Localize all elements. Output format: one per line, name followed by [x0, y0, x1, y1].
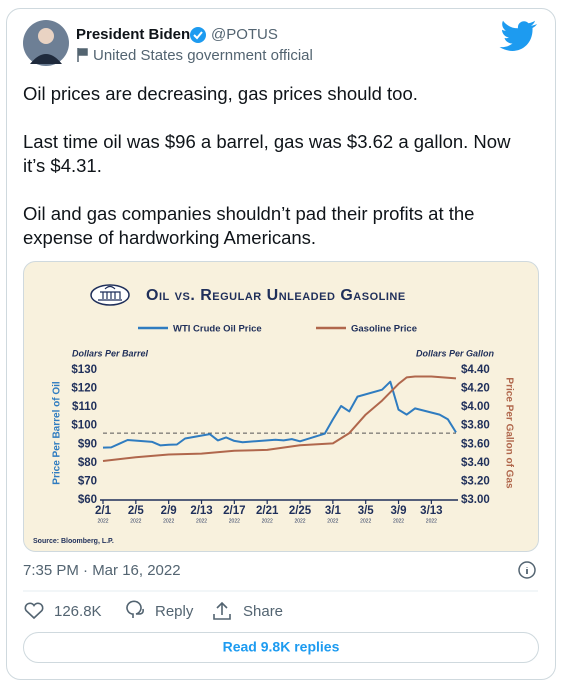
x-tick-year: 2022 [262, 518, 273, 524]
tweet-line: expense of hardworking Americans. [23, 227, 316, 248]
y-axis-title: Price Per Barrel of Oil [52, 381, 63, 485]
y-tick-label: $100 [71, 420, 97, 432]
x-tick-label: 2/1 [95, 505, 112, 517]
y-units: Dollars Per Barrel [72, 348, 149, 358]
y2-tick-label: $3.40 [461, 457, 490, 469]
y-tick-label: $130 [71, 364, 97, 376]
timestamp[interactable]: 7:35 PM · Mar 16, 2022 [23, 562, 181, 579]
y2-tick-label: $4.20 [461, 383, 490, 395]
chart-source: Source: Bloomberg, L.P. [33, 538, 114, 545]
y2-tick-label: $3.20 [461, 475, 490, 487]
y-tick-label: $110 [72, 401, 97, 413]
x-tick-year: 2022 [360, 518, 371, 524]
y2-units: Dollars Per Gallon [416, 348, 495, 358]
x-tick-label: 3/1 [325, 505, 342, 517]
twitter-logo[interactable] [499, 20, 538, 51]
x-tick-label: 3/5 [358, 505, 375, 517]
x-tick-label: 2/25 [289, 505, 312, 517]
x-tick-year: 2022 [229, 518, 240, 524]
tweet-line: it’s $4.31. [23, 155, 102, 176]
chart-title: Oil vs. Regular Unleaded Gasoline [146, 287, 406, 304]
x-tick-year: 2022 [196, 518, 207, 524]
x-tick-year: 2022 [327, 518, 338, 524]
like-count[interactable]: 126.8K [54, 603, 102, 620]
account-label: United States government official [93, 47, 313, 64]
whitehouse-icon [90, 284, 130, 306]
tweet-text: Oil prices are decreasing, gas prices sh… [23, 83, 511, 248]
info-icon[interactable] [518, 561, 536, 579]
series-line [102, 375, 457, 462]
y2-tick-label: $4.40 [461, 364, 490, 376]
x-tick-year: 2022 [393, 518, 404, 524]
x-tick-label: 3/13 [420, 505, 442, 517]
tweet-line: Oil prices are decreasing, gas prices sh… [23, 83, 418, 104]
tweet-line: Oil and gas companies shouldn’t pad thei… [23, 203, 474, 224]
x-tick-label: 2/17 [223, 505, 245, 517]
x-tick-label: 2/5 [128, 505, 145, 517]
x-tick-label: 2/13 [190, 505, 212, 517]
y2-tick-label: $3.60 [461, 438, 490, 450]
author-handle[interactable]: @POTUS [211, 26, 278, 43]
x-tick-year: 2022 [294, 518, 305, 524]
reply-button[interactable]: Reply [155, 603, 194, 620]
y-tick-label: $90 [78, 438, 97, 450]
share-icon[interactable] [213, 601, 231, 620]
x-tick-year: 2022 [130, 518, 141, 524]
share-button[interactable]: Share [243, 603, 283, 620]
x-tick-label: 2/9 [161, 505, 177, 517]
series-line [102, 380, 457, 449]
like-icon[interactable] [24, 602, 44, 620]
tweet-line: Last time oil was $96 a barrel, gas was … [23, 131, 511, 152]
avatar-suit [30, 54, 62, 64]
y2-tick-label: $3.00 [461, 494, 490, 506]
y-tick-label: $60 [78, 494, 97, 506]
y2-tick-label: $3.80 [461, 420, 490, 432]
verified-check [193, 31, 203, 40]
avatar-face [38, 28, 54, 44]
flag-icon [77, 48, 88, 62]
legend-label: WTI Crude Oil Price [173, 324, 262, 335]
y-tick-label: $120 [71, 383, 97, 395]
x-tick-year: 2022 [163, 518, 174, 524]
read-replies-button[interactable] [23, 632, 539, 663]
legend-label: Gasoline Price [351, 324, 417, 335]
y2-axis-title: Price Per Gallon of Gas [503, 377, 514, 489]
verified-badge [190, 27, 206, 43]
reply-icon[interactable] [126, 600, 144, 618]
x-tick-label: 3/9 [391, 505, 407, 517]
y-tick-label: $80 [78, 457, 97, 469]
chart-image[interactable] [23, 261, 539, 552]
y-tick-label: $70 [78, 475, 97, 487]
x-tick-year: 2022 [426, 518, 437, 524]
author-name[interactable]: President Biden [76, 26, 190, 43]
read-replies-label[interactable]: Read 9.8K replies [223, 639, 340, 655]
x-tick-label: 2/21 [256, 505, 279, 517]
x-tick-year: 2022 [97, 518, 108, 524]
y2-tick-label: $4.00 [461, 401, 490, 413]
